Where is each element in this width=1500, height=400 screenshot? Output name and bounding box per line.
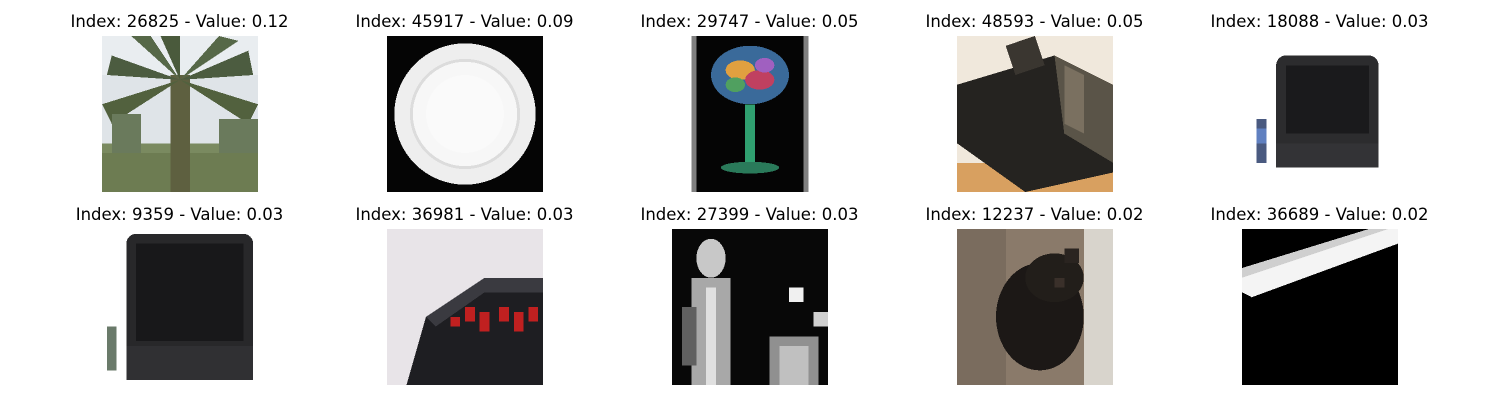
alarm-clock-image xyxy=(387,229,543,385)
dark-animal-image xyxy=(957,229,1113,385)
grid-cell: Index: 48593 - Value: 0.05 xyxy=(892,0,1177,192)
grid-cell: Index: 12237 - Value: 0.02 xyxy=(892,193,1177,385)
cell-title: Index: 27399 - Value: 0.03 xyxy=(640,205,859,224)
cell-title: Index: 9359 - Value: 0.03 xyxy=(75,205,284,224)
crt-television-image xyxy=(1242,36,1398,192)
cell-title: Index: 45917 - Value: 0.09 xyxy=(355,12,574,31)
cell-title: Index: 12237 - Value: 0.02 xyxy=(925,205,1144,224)
cell-title: Index: 36981 - Value: 0.03 xyxy=(355,205,574,224)
cell-title: Index: 18088 - Value: 0.03 xyxy=(1210,12,1429,31)
grid-cell: Index: 9359 - Value: 0.03 xyxy=(37,193,322,385)
grid-cell: Index: 29747 - Value: 0.05 xyxy=(607,0,892,192)
palm-tree-image xyxy=(102,36,258,192)
crt-television-image xyxy=(102,229,258,385)
grid-cell: Index: 18088 - Value: 0.03 xyxy=(1177,0,1462,192)
grid-cell: Index: 36689 - Value: 0.02 xyxy=(1177,193,1462,385)
cell-title: Index: 29747 - Value: 0.05 xyxy=(640,12,859,31)
cell-title: Index: 36689 - Value: 0.02 xyxy=(1210,205,1429,224)
grid-cell: Index: 45917 - Value: 0.09 xyxy=(322,0,607,192)
grid-cell: Index: 27399 - Value: 0.03 xyxy=(607,193,892,385)
cell-title: Index: 48593 - Value: 0.05 xyxy=(925,12,1144,31)
person-photo-image xyxy=(672,229,828,385)
white-plate-image xyxy=(387,36,543,192)
grid-cell: Index: 36981 - Value: 0.03 xyxy=(322,193,607,385)
white-stripe-image xyxy=(1242,229,1398,385)
grid-cell: Index: 26825 - Value: 0.12 xyxy=(37,0,322,192)
cell-title: Index: 26825 - Value: 0.12 xyxy=(70,12,289,31)
cocktail-glass-image xyxy=(672,36,828,192)
dark-box-image xyxy=(957,36,1113,192)
